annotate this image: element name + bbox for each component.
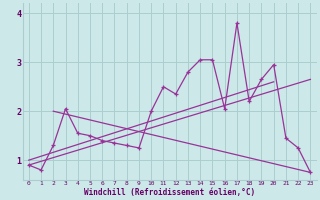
X-axis label: Windchill (Refroidissement éolien,°C): Windchill (Refroidissement éolien,°C) xyxy=(84,188,255,197)
